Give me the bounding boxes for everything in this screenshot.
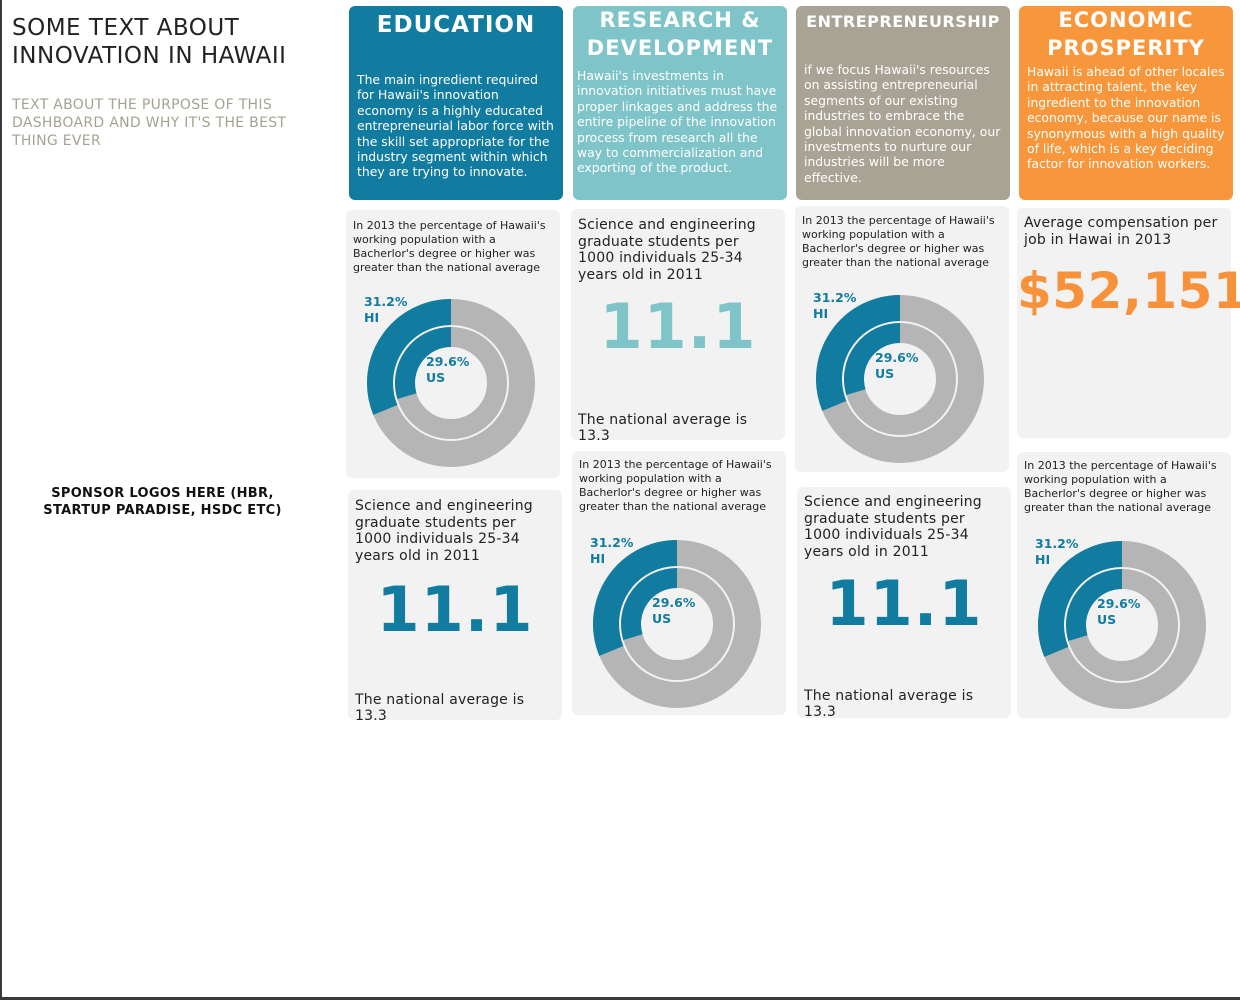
donut-rings (1038, 541, 1206, 709)
education-header-card: EDUCATION The main ingredient required f… (349, 6, 563, 200)
donut-rings (367, 299, 535, 467)
grad-stat-label: Science and engineering graduate student… (355, 498, 533, 564)
donut-us-label: 29.6% US (426, 354, 470, 385)
compensation-value: $52,151 (1017, 262, 1240, 320)
page-title: SOME TEXT ABOUT INNOVATION IN HAWAII (12, 15, 287, 69)
prosperity-compensation-card: Average compensation per job in Hawai in… (1017, 208, 1240, 438)
grad-stat-value: 11.1 (376, 573, 534, 646)
page-purpose-text: TEXT ABOUT THE PURPOSE OF THIS DASHBOARD… (12, 97, 287, 149)
degree-donut-chart: 31.2% HI 29.6% US (813, 290, 985, 464)
us-ring-segment (1066, 569, 1123, 641)
research-grad-card: Science and engineering graduate student… (571, 209, 785, 444)
hi-ring-segment (1038, 541, 1123, 657)
us-ring-segment (395, 327, 452, 399)
donut-rings (816, 295, 984, 463)
prosperity-description: Hawaii is ahead of other locales in attr… (1027, 64, 1225, 172)
donut-rings (593, 540, 761, 708)
hi-ring-segment (593, 540, 678, 656)
degree-stat-text: In 2013 the percentage of Hawaii's worki… (802, 214, 995, 269)
prosperity-title: ECONOMIC PROSPERITY (1047, 8, 1205, 60)
research-description: Hawaii's investments in innovation initi… (577, 68, 778, 176)
grad-stat-note: The national average is 13.3 (578, 412, 748, 444)
degree-donut-chart: 31.2% HI 29.6% US (1035, 536, 1207, 710)
entrepreneurship-description: if we focus Hawaii's resources on assist… (804, 62, 1001, 185)
education-grad-card: Science and engineering graduate student… (348, 490, 562, 724)
grad-stat-label: Science and engineering graduate student… (578, 217, 756, 283)
degree-donut-chart: 31.2% HI 29.6% US (364, 294, 536, 468)
degree-stat-text: In 2013 the percentage of Hawaii's worki… (353, 219, 546, 274)
donut-hi-label: 31.2% HI (590, 535, 634, 566)
grad-stat-note: The national average is 13.3 (355, 692, 525, 724)
education-title: EDUCATION (376, 12, 536, 38)
grad-stat-value: 11.1 (825, 567, 983, 640)
donut-us-label: 29.6% US (652, 595, 696, 626)
grad-stat-note: The national average is 13.3 (804, 688, 974, 720)
sponsor-logos-placeholder: SPONSOR LOGOS HERE (HBR, STARTUP PARADIS… (43, 486, 282, 518)
donut-hi-label: 31.2% HI (813, 290, 857, 321)
degree-donut-chart: 31.2% HI 29.6% US (590, 535, 762, 709)
entrepreneurship-degree-card: In 2013 the percentage of Hawaii's worki… (795, 206, 1009, 472)
education-description: The main ingredient required for Hawaii'… (357, 72, 554, 180)
prosperity-degree-card: In 2013 the percentage of Hawaii's worki… (1017, 452, 1231, 718)
hi-ring-segment (816, 295, 901, 411)
donut-hi-label: 31.2% HI (1035, 536, 1079, 567)
donut-us-label: 29.6% US (1097, 596, 1141, 627)
donut-us-label: 29.6% US (875, 350, 919, 381)
education-degree-card: In 2013 the percentage of Hawaii's worki… (346, 210, 560, 478)
grad-stat-value: 11.1 (599, 290, 757, 363)
prosperity-header-card: ECONOMIC PROSPERITY Hawaii is ahead of o… (1019, 6, 1233, 200)
entrepreneurship-grad-card: Science and engineering graduate student… (797, 487, 1011, 720)
window-left-border (0, 0, 2, 1000)
entrepreneurship-title: ENTREPRENEURSHIP (806, 12, 1000, 31)
hi-ring-segment (367, 299, 452, 415)
compensation-label: Average compensation per job in Hawai in… (1024, 215, 1218, 248)
grad-stat-label: Science and engineering graduate student… (804, 494, 982, 560)
research-header-card: RESEARCH & DEVELOPMENT Hawaii's investme… (573, 6, 787, 200)
us-ring-segment (621, 568, 678, 640)
us-ring-segment (844, 323, 901, 395)
entrepreneurship-header-card: ENTREPRENEURSHIP if we focus Hawaii's re… (796, 6, 1010, 200)
donut-hi-label: 31.2% HI (364, 294, 408, 325)
degree-stat-text: In 2013 the percentage of Hawaii's worki… (1024, 459, 1217, 514)
research-degree-card: In 2013 the percentage of Hawaii's worki… (572, 451, 786, 715)
research-title: RESEARCH & DEVELOPMENT (586, 8, 774, 60)
degree-stat-text: In 2013 the percentage of Hawaii's worki… (579, 458, 772, 513)
window-bottom-border (0, 997, 1240, 1000)
